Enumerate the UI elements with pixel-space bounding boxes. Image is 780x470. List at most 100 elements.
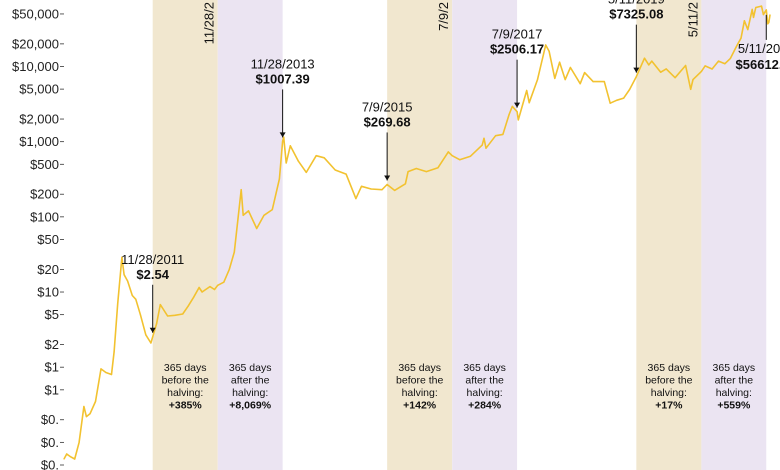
price-point: [370, 188, 372, 190]
band-before-text: halving:: [167, 387, 203, 399]
price-point: [145, 334, 147, 336]
band-after-text: 365 days: [713, 362, 756, 374]
price-point: [74, 458, 76, 460]
band-after-percent: +284%: [468, 400, 502, 412]
price-point: [724, 63, 726, 65]
annotation-price: $269.68: [364, 114, 411, 129]
price-point: [767, 23, 769, 25]
price-point: [526, 89, 528, 92]
y-tick-label: $50,000: [12, 6, 59, 21]
price-point: [755, 6, 757, 9]
halving-date-label: 11/28/2: [202, 2, 217, 44]
annotation-price: $56612.10: [736, 57, 780, 72]
band-after-text: after the: [231, 375, 270, 387]
annotation-arrowhead: [514, 102, 521, 108]
y-tick-label: $2: [45, 337, 59, 352]
band-after-text: after the: [715, 375, 754, 387]
price-point: [528, 102, 530, 104]
price-point: [334, 169, 336, 171]
price-point: [554, 77, 556, 79]
price-point: [187, 305, 189, 307]
annotation-arrowhead: [149, 327, 156, 333]
price-point: [139, 314, 141, 316]
price-point: [481, 144, 483, 146]
band-before-text: 365 days: [398, 362, 441, 374]
band-after-halving-2: [452, 0, 518, 470]
halving-date-label: 5/11/2: [685, 2, 700, 37]
price-point: [674, 77, 676, 79]
price-point: [131, 294, 133, 297]
price-point: [297, 160, 299, 162]
price-point: [736, 45, 738, 47]
band-after-percent: +8,069%: [229, 400, 271, 412]
price-point: [665, 68, 667, 70]
price-point: [717, 60, 720, 62]
price-point: [603, 81, 605, 83]
price-point: [407, 171, 409, 173]
price-point: [263, 214, 265, 216]
y-tick-label: $0.: [41, 435, 59, 450]
band-before-text: 365 days: [648, 362, 691, 374]
price-point: [768, 21, 770, 24]
band-after-text: halving:: [232, 387, 268, 399]
price-point: [469, 155, 472, 157]
price-point: [127, 280, 129, 282]
price-point: [305, 171, 307, 173]
annotation-date: 5/11/2021: [738, 41, 780, 56]
price-point: [648, 64, 650, 66]
price-point: [643, 57, 646, 59]
price-point: [228, 268, 230, 270]
price-point: [545, 44, 547, 46]
y-tick-label: $5: [45, 307, 59, 322]
price-point: [201, 291, 203, 293]
price-point: [729, 57, 732, 60]
band-before-text: before the: [162, 375, 209, 387]
price-point: [100, 368, 102, 370]
y-tick-label: $10,000: [12, 59, 59, 74]
price-point: [66, 453, 68, 455]
band-after-text: after the: [465, 375, 504, 387]
y-tick-label: $0.: [41, 458, 59, 470]
price-point: [502, 133, 504, 135]
y-tick-label: $1,000: [19, 134, 59, 149]
price-point: [564, 79, 566, 81]
price-point: [315, 155, 317, 157]
annotation-date: 7/9/2015: [362, 99, 413, 114]
price-point: [685, 64, 687, 67]
price-point: [765, 9, 767, 11]
price-point: [193, 296, 195, 298]
price-point: [700, 70, 703, 72]
price-point: [579, 83, 581, 85]
price-point: [447, 151, 449, 153]
price-point: [271, 209, 273, 211]
price-point: [635, 76, 637, 78]
price-point: [559, 61, 561, 63]
price-point: [78, 441, 80, 443]
price-point: [616, 99, 618, 101]
price-point: [278, 178, 280, 180]
annotation-date: 5/11/2019: [608, 0, 665, 7]
band-before-text: halving:: [402, 387, 438, 399]
price-point: [437, 167, 439, 169]
band-before-text: 365 days: [164, 362, 207, 374]
price-point: [323, 157, 325, 159]
band-before-text: halving:: [651, 387, 687, 399]
price-point: [609, 102, 611, 104]
price-point: [94, 400, 97, 403]
price-point: [113, 351, 115, 353]
band-before-halving-3: [636, 0, 702, 470]
price-point: [240, 189, 242, 191]
price-point: [156, 323, 158, 325]
price-point: [121, 256, 123, 258]
price-point: [760, 5, 763, 7]
price-point: [289, 145, 291, 147]
annotation-date: 11/28/2013: [251, 56, 315, 71]
price-point: [651, 60, 653, 62]
price-point: [394, 189, 396, 191]
price-point: [569, 66, 572, 69]
price-point: [508, 113, 510, 116]
band-after-text: 365 days: [229, 362, 272, 374]
price-point: [752, 16, 755, 18]
price-point: [536, 79, 539, 81]
